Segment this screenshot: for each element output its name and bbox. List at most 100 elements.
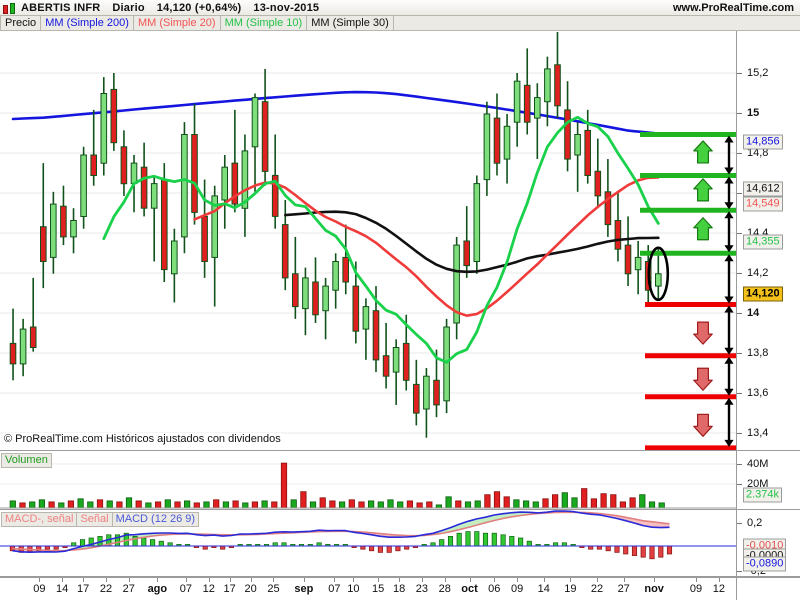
date-tick — [623, 578, 625, 582]
date-label: 28 — [438, 583, 451, 595]
price-axis-tick-mark — [737, 433, 742, 434]
date-tick — [157, 578, 159, 582]
date-label: 12 — [712, 583, 725, 595]
price-panel[interactable]: 15,21514,814,614,414,21413,813,613,414,8… — [0, 31, 800, 451]
price-axis[interactable]: 15,21514,814,614,414,21413,813,613,414,8… — [736, 31, 800, 450]
date-label: 17 — [223, 583, 236, 595]
price-axis-value-tag[interactable]: 14,856 — [743, 134, 783, 150]
website-label: www.ProRealTime.com — [672, 1, 794, 14]
price-axis-tick-mark — [737, 313, 742, 314]
date-label: 19 — [564, 583, 577, 595]
date-tick — [570, 578, 572, 582]
legend-label: MM (Simple 200) — [45, 17, 129, 29]
price-axis-tick-mark — [737, 73, 742, 74]
date-tick — [185, 578, 187, 582]
date-label: 15 — [372, 583, 385, 595]
date-tick — [83, 578, 85, 582]
date-label: nov — [644, 583, 664, 595]
legend-item-ma30[interactable]: MM (Simple 30) — [307, 16, 394, 30]
price-axis-tick-label: 14 — [747, 307, 760, 319]
price-axis-tick-label: 13,4 — [747, 427, 769, 439]
macd-panel[interactable]: 0,2-0,2-0,0010-0,0000-0,0890 — [0, 510, 800, 577]
macd-axis-tick-mark — [737, 571, 742, 572]
price-axis-tick-label: 15,2 — [747, 67, 769, 79]
date-label: 07 — [179, 583, 193, 595]
candlestick-icon — [2, 1, 18, 15]
date-axis[interactable]: 09 14 17 22 27 ago 07 12 17 20 25 sep 07 10 15 18 23 28 oc… — [0, 577, 800, 600]
date-label: sep — [294, 583, 314, 595]
price-axis-tick-label: 13,6 — [747, 387, 769, 399]
date-label: 14 — [56, 583, 69, 595]
date-axis-right-gap — [736, 578, 800, 600]
macd-legend-hist: MACD-, señal — [2, 513, 78, 526]
volume-panel[interactable]: 40M 20M 2.374k — [0, 451, 800, 510]
volume-axis[interactable]: 40M 20M 2.374k — [736, 451, 800, 509]
volume-plot-area[interactable] — [0, 451, 736, 509]
date-label: 09 — [33, 583, 46, 595]
date-tick — [353, 578, 355, 582]
price-axis-tick-mark — [737, 193, 742, 194]
macd-axis[interactable]: 0,2-0,2-0,0010-0,0000-0,0890 — [736, 510, 800, 577]
legend-item-ma10[interactable]: MM (Simple 10) — [220, 16, 308, 30]
price-axis-tick-label: 14,2 — [747, 267, 769, 279]
date-tick — [128, 578, 130, 582]
date-tick — [273, 578, 275, 582]
volume-axis-value-tag[interactable]: 2.374k — [743, 487, 783, 503]
date-tick — [250, 578, 252, 582]
date-label: 06 — [488, 583, 501, 595]
volume-axis-tick-mark — [737, 464, 742, 465]
price-axis-tick-mark — [737, 153, 742, 154]
price-axis-tick-label: 14,8 — [747, 147, 769, 159]
macd-plot-area[interactable] — [0, 510, 736, 576]
macd-axis-value-tag[interactable]: -0,0890 — [743, 556, 787, 572]
macd-legend-signal: Señal — [77, 513, 113, 526]
legend-item-precio[interactable]: Precio — [0, 16, 42, 30]
legend-label: Precio — [5, 17, 37, 29]
date-label: 20 — [244, 583, 257, 595]
price-axis-value-tag[interactable]: 14,612 — [743, 181, 783, 197]
date-label: 09 — [510, 583, 524, 595]
date-tick — [654, 578, 656, 582]
legend-label: MM (Simple 10) — [224, 17, 303, 29]
legend-label: MM (Simple 20) — [137, 17, 216, 29]
price-axis-tick-mark — [737, 233, 742, 234]
date-label: 12 — [202, 583, 215, 595]
legend-item-ma20[interactable]: MM (Simple 20) — [133, 16, 221, 30]
macd-legend-macd: MACD (12 26 9) — [115, 513, 196, 525]
date-tick — [62, 578, 64, 582]
macd-axis-tick-mark — [737, 523, 742, 524]
price-axis-value-tag[interactable]: 14,120 — [743, 286, 783, 302]
timeframe-label: Diario — [112, 1, 145, 14]
price-axis-tick-mark — [737, 393, 742, 394]
date-tick — [399, 578, 401, 582]
date-tick — [303, 578, 305, 582]
price-axis-tick-label: 15 — [747, 107, 760, 119]
date-tick — [494, 578, 496, 582]
date-label: 17 — [76, 583, 90, 595]
date-tick — [469, 578, 471, 582]
price-axis-tick-mark — [737, 113, 742, 114]
volume-legend[interactable]: Volumen — [1, 453, 52, 468]
legend-label: MM (Simple 30) — [311, 17, 389, 29]
price-axis-tick-mark — [737, 273, 742, 274]
legend-item-ma200[interactable]: MM (Simple 200) — [41, 16, 134, 30]
quote-value: 14,120 (+0,64%) — [156, 1, 242, 14]
price-axis-value-tag[interactable]: 14,355 — [743, 234, 783, 250]
date-tick — [208, 578, 210, 582]
date-label: 22 — [590, 583, 604, 595]
date-tick — [105, 578, 107, 582]
date-label: 14 — [537, 583, 550, 595]
date-tick — [334, 578, 336, 582]
date-label: 23 — [415, 583, 429, 595]
volume-axis-tick-label: 40M — [747, 458, 769, 470]
price-plot-area[interactable] — [0, 31, 736, 450]
date-label: 27 — [122, 583, 135, 595]
macd-chart-svg — [0, 510, 736, 560]
title-bar: ABERTIS INFR Diario 14,120 (+0,64%) 13-n… — [0, 0, 800, 16]
indicator-legend-bar: Precio MM (Simple 200) MM (Simple 20) MM… — [0, 16, 800, 31]
price-axis-value-tag[interactable]: 14,549 — [743, 196, 783, 212]
date-tick — [444, 578, 446, 582]
date-label: 10 — [347, 583, 360, 595]
macd-legend[interactable]: MACD-, señal Señal MACD (12 26 9) — [1, 512, 200, 527]
date-label: 07 — [328, 583, 341, 595]
